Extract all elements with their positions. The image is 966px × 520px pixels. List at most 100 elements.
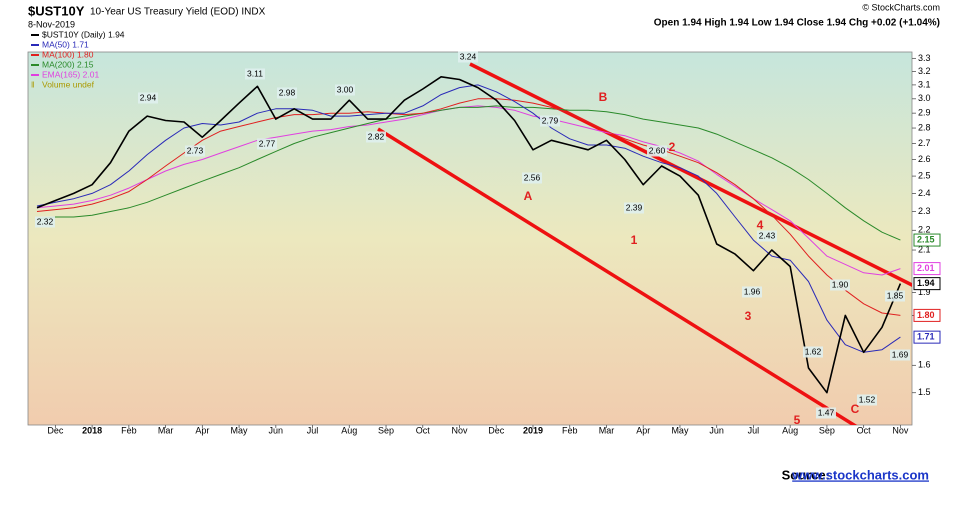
price-note-box [624,202,644,214]
x-tick-label: Feb [121,425,137,435]
price-note: 2.82 [368,131,385,141]
y-tick-label: 2.1 [918,244,931,254]
wave-label: 1 [631,233,638,247]
legend-label: MA(200) 2.15 [42,59,94,69]
y-tick-label: 2.2 [918,225,931,235]
price-note: 1.62 [805,346,822,356]
y-tick-label: 2.5 [918,170,931,180]
last-value-tag [913,308,941,322]
copyright: © StockCharts.com [862,2,940,12]
wave-label: B [599,90,608,104]
price-note-box [245,68,265,80]
last-value-label: 1.80 [917,310,935,320]
wave-label: A [524,189,533,203]
last-value-tag [913,262,941,276]
y-tick-label: 2.6 [918,154,931,164]
series-line [36,98,901,316]
date: 8-Nov-2019 [28,19,75,29]
wave-label: 5 [794,413,801,427]
legend-label: $UST10Y (Daily) 1.94 [42,29,125,39]
price-note: 3.00 [337,84,354,94]
x-tick-label: Oct [857,425,872,435]
last-value-label: 2.15 [917,234,935,244]
price-note: 3.24 [460,51,477,61]
price-note: 1.90 [832,279,849,289]
series-line [36,76,902,394]
price-note-box [647,145,667,157]
price-note-box [830,279,850,291]
source-label: Source: [782,467,830,482]
x-tick-label: Jun [269,425,284,435]
y-tick-label: 1.9 [918,287,931,297]
y-tick-label: 2.8 [918,122,931,132]
x-tick-label: Jul [307,425,319,435]
price-note: 2.77 [259,138,276,148]
plot-area [27,51,913,426]
y-tick-label: 2.9 [918,108,931,118]
last-value-tag [913,277,941,291]
price-note-box [277,87,297,99]
series-line [36,105,901,276]
x-tick-label: Feb [562,425,578,435]
price-note-box [138,92,158,104]
x-tick-label: May [671,425,689,435]
legend-label: MA(100) 1.80 [42,49,94,59]
price-note-box [742,286,762,298]
symbol: $UST10Y [28,3,85,18]
legend-label: Volume undef [42,79,95,89]
quote: Open 1.94 High 1.94 Low 1.94 Close 1.94 … [654,18,940,29]
price-note-box [816,407,836,419]
y-tick-label: 2.4 [918,188,931,198]
last-value-label: 2.01 [917,263,935,273]
y-tick-label: 1.5 [918,387,931,397]
wave-label: C [851,402,860,416]
x-tick-label: May [231,425,249,435]
wave-label: 4 [757,218,764,232]
price-note: 2.79 [542,115,559,125]
x-tick-label: Sep [819,425,835,435]
price-note: 1.52 [859,394,876,404]
price-note: 2.60 [649,145,666,155]
price-note-box [522,172,542,184]
legend-label: EMA(165) 2.01 [42,69,99,79]
price-note-box [757,230,777,242]
chart-title: 10-Year US Treasury Yield (EOD) INDX [90,7,266,18]
wave-label: 2 [669,140,676,154]
price-note-box [185,145,205,157]
x-tick-label: Oct [416,425,431,435]
x-tick-label: Aug [341,425,357,435]
x-tick-label: Aug [782,425,798,435]
series-line [36,105,901,241]
last-value-tag [913,233,941,247]
x-tick-label: Jul [748,425,760,435]
last-value-label: 1.94 [917,278,935,288]
x-tick-label: Apr [195,425,209,435]
x-tick-label: Mar [599,425,615,435]
price-note: 2.43 [759,230,776,240]
upper-trend-line [469,62,912,287]
price-note-box [335,84,355,96]
price-note-box [458,51,478,63]
price-note-box [366,131,386,143]
legend-label: MA(50) 1.71 [42,39,89,49]
x-tick-label: Jun [709,425,724,435]
y-tick-label: 3.0 [918,93,931,103]
price-note: 2.32 [37,216,54,226]
x-tick-label: Nov [892,425,909,435]
y-tick-label: 3.1 [918,79,931,89]
source-link[interactable]: www.stockcharts.com [791,467,929,482]
y-tick-label: 2.7 [918,138,931,148]
x-tick-label: Nov [452,425,469,435]
price-note: 2.73 [187,145,204,155]
y-tick-label: 2.3 [918,206,931,216]
series-group [36,76,902,394]
wave-label: 3 [745,309,752,323]
x-tick-label: Dec [47,425,64,435]
price-note: 2.56 [524,172,541,182]
price-note-box [35,216,55,228]
price-note-box [857,394,877,406]
y-tick-label: 1.6 [918,360,931,370]
lower-trend-line [377,127,858,425]
legend-swatch: ‖ [31,79,35,89]
